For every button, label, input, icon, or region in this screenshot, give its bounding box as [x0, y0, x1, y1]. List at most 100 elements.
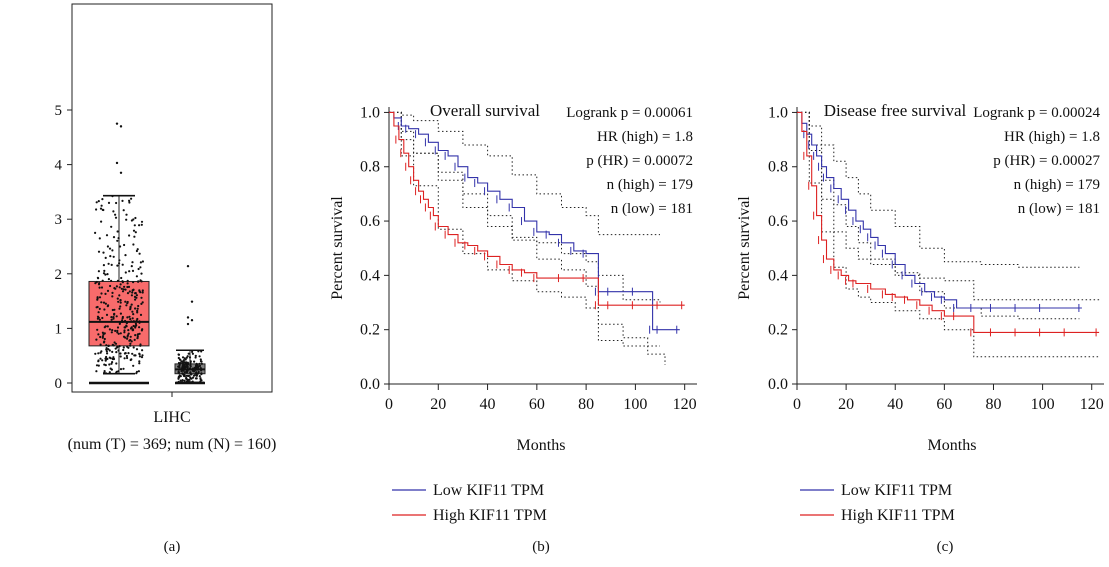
sample-point — [129, 358, 132, 362]
sample-point — [116, 279, 119, 282]
sample-point — [141, 291, 144, 294]
survival-curve-high — [389, 111, 685, 306]
sample-point — [185, 378, 189, 381]
sample-point — [100, 292, 103, 295]
panel-b-overall-survival: Overall survival 0 20 40 60 80 100 120 0.0 0.2 0.… — [329, 101, 697, 555]
sample-point — [126, 292, 130, 295]
x-tick-label: 40 — [480, 396, 496, 413]
sample-point — [130, 265, 133, 268]
sample-point — [100, 204, 103, 207]
sample-point — [115, 201, 118, 205]
sample-point — [119, 305, 122, 308]
panel-label-c: (c) — [937, 539, 954, 555]
sample-point — [114, 342, 118, 345]
sample-point — [99, 351, 102, 354]
x-tick-label: 100 — [1031, 396, 1055, 413]
annotation-logrank: Logrank p = 0.00061 — [566, 105, 693, 121]
sample-point — [99, 335, 102, 339]
sample-point — [112, 356, 115, 359]
sample-point — [125, 354, 128, 358]
sample-point — [124, 319, 127, 323]
sample-point — [179, 375, 182, 378]
sample-point — [103, 370, 106, 373]
sample-point — [101, 335, 104, 338]
sample-point — [187, 380, 190, 384]
sample-point — [189, 360, 192, 363]
sample-point — [95, 364, 99, 367]
sample-point — [128, 290, 131, 293]
panel-c-disease-free-survival: Disease free survival 0 20 40 60 80 100 120 0.0… — [736, 101, 1104, 555]
legend: Low KIF11 TPM High KIF11 TPM — [800, 482, 955, 524]
sample-point — [133, 235, 136, 238]
sample-point — [135, 294, 138, 297]
x-tick-label: 60 — [936, 396, 952, 413]
sample-point — [98, 318, 101, 321]
sample-point — [112, 210, 115, 213]
sample-point — [185, 371, 188, 374]
sample-point — [104, 359, 107, 362]
sample-point — [116, 230, 119, 233]
sample-point — [110, 263, 113, 266]
sample-point — [94, 231, 97, 234]
sample-point — [125, 218, 128, 221]
sample-point — [99, 357, 102, 360]
sample-point — [131, 317, 134, 320]
sample-point — [127, 352, 130, 355]
sample-point — [100, 301, 103, 304]
sample-point — [114, 329, 117, 332]
sample-point — [193, 366, 196, 369]
sample-point — [102, 264, 105, 267]
sample-point — [140, 220, 144, 223]
sample-point — [134, 326, 137, 329]
x-tick-label: 20 — [838, 396, 854, 413]
sample-point — [123, 331, 126, 334]
sample-point — [94, 352, 97, 355]
sample-point — [131, 291, 134, 294]
sample-point — [117, 237, 120, 240]
sample-point — [198, 375, 201, 378]
sample-point — [130, 303, 133, 306]
sample-point — [132, 324, 135, 328]
sample-point — [194, 356, 197, 359]
sample-point — [99, 207, 103, 210]
sample-point — [106, 325, 109, 328]
sample-point — [191, 367, 194, 370]
confidence-band-line — [389, 111, 666, 365]
sample-point — [130, 294, 133, 297]
sample-point — [101, 208, 104, 211]
sample-point — [113, 313, 116, 316]
sample-point — [110, 318, 113, 321]
sample-point — [177, 368, 180, 371]
sample-point — [119, 301, 122, 304]
sample-point — [182, 364, 186, 367]
sample-point — [137, 370, 140, 373]
sample-point — [126, 282, 129, 285]
sample-point — [134, 334, 137, 337]
sample-point — [189, 372, 192, 375]
sample-point — [115, 362, 118, 365]
sample-point — [98, 237, 101, 240]
sample-point — [107, 278, 110, 281]
sample-point — [107, 344, 110, 347]
sample-point — [97, 270, 100, 273]
sample-point — [130, 340, 133, 343]
sample-point — [126, 337, 129, 340]
sample-point — [126, 335, 129, 338]
sample-point — [97, 311, 100, 314]
sample-point — [194, 354, 197, 357]
sample-point — [135, 319, 138, 322]
sample-point — [139, 261, 142, 264]
sample-point — [116, 239, 119, 242]
sample-point — [112, 236, 116, 239]
sample-point — [177, 365, 180, 368]
sample-point — [111, 343, 114, 346]
sample-point — [177, 380, 180, 383]
sample-point — [117, 300, 120, 303]
sample-point — [177, 371, 180, 374]
sample-point — [122, 209, 125, 212]
sample-point — [129, 318, 132, 321]
sample-point — [138, 252, 141, 255]
sample-point — [119, 332, 122, 335]
sample-point — [123, 352, 126, 355]
sample-point — [134, 307, 137, 310]
